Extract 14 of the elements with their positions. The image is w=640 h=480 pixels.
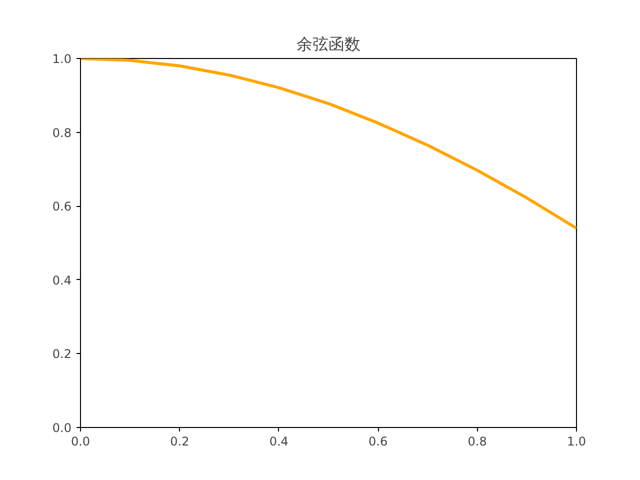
y-tick-label: 0.0	[52, 421, 72, 435]
x-tick-label: 1.0	[566, 434, 586, 448]
y-tick-label: 0.4	[52, 273, 72, 288]
y-tick-label: 0.8	[52, 126, 72, 140]
y-tick-label: 0.2	[52, 347, 72, 362]
line-series	[80, 58, 576, 230]
x-tick-label: 0.6	[368, 434, 388, 448]
y-tick-label: 0.6	[52, 200, 72, 214]
x-tick-label: 0.2	[170, 434, 190, 448]
chart-title: 余弦函数	[296, 34, 360, 54]
x-tick-label: 0.4	[269, 434, 288, 448]
x-tick-label: 0.8	[468, 434, 487, 448]
y-tick-label: 1.0	[52, 52, 72, 66]
x-tick-label: 0.0	[70, 434, 90, 448]
